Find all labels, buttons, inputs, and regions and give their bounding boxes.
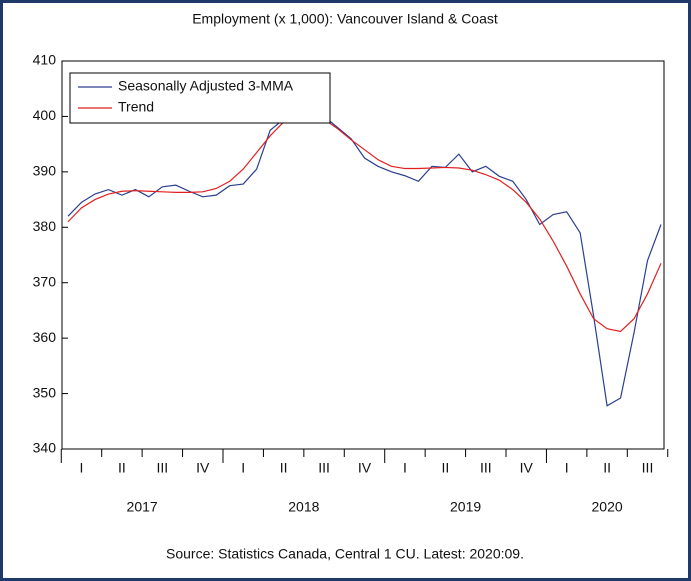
x-tick-label: I	[403, 460, 407, 476]
y-tick-label: 350	[33, 384, 57, 400]
x-tick-label: I	[80, 460, 84, 476]
source: Source: Statistics Canada, Central 1 CU.…	[166, 546, 524, 562]
year-label: 2017	[127, 499, 158, 515]
y-tick-label: 390	[33, 163, 57, 179]
x-tick-label: IV	[358, 460, 372, 476]
year-label: 2019	[450, 499, 481, 515]
legend-label: Seasonally Adjusted 3-MMA	[118, 78, 294, 94]
x-tick-label: III	[157, 460, 169, 476]
y-tick-label: 360	[33, 329, 57, 345]
y-tick-label: 380	[33, 218, 57, 234]
x-tick-label: III	[480, 460, 492, 476]
x-tick-label: I	[565, 460, 569, 476]
legend-box	[69, 72, 331, 124]
y-tick-label: 410	[33, 52, 57, 68]
series-line	[67, 110, 662, 407]
plot-area	[61, 60, 665, 450]
y-tick-label: 340	[33, 440, 57, 456]
x-tick-label: II	[603, 460, 611, 476]
x-tick-label: IV	[196, 460, 210, 476]
x-tick-label: I	[241, 460, 245, 476]
x-tick-label: III	[642, 460, 654, 476]
x-tick-label: II	[280, 460, 288, 476]
x-tick-label: IV	[520, 460, 534, 476]
legend-label: Trend	[118, 99, 154, 115]
y-tick-label: 400	[33, 107, 57, 123]
series-line	[67, 113, 662, 333]
y-tick-label: 370	[33, 273, 57, 289]
year-label: 2020	[592, 499, 623, 515]
x-tick-label: III	[318, 460, 330, 476]
chart-title: Employment (x 1,000): Vancouver Island &…	[192, 11, 498, 27]
x-tick-label: II	[441, 460, 449, 476]
x-tick-label: II	[118, 460, 126, 476]
year-label: 2018	[288, 499, 319, 515]
